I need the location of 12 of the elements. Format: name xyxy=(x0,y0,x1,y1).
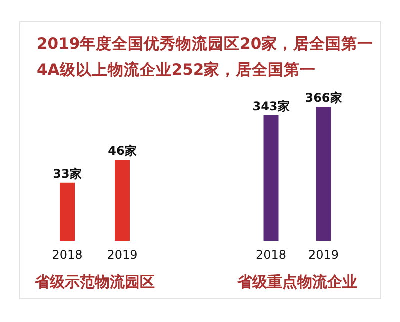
data-label: 343家 xyxy=(252,99,290,114)
data-label: 366家 xyxy=(305,91,342,105)
data-label: 33家 xyxy=(53,166,82,181)
x-tick-label: 2019 xyxy=(107,248,138,262)
x-axis-title: 省级重点物流企业 xyxy=(236,273,358,291)
x-axis-title: 省级示范物流园区 xyxy=(34,273,155,291)
text: 2019年度全国优秀物流园区20家，居全国第一 xyxy=(37,34,374,53)
data-label: 46家 xyxy=(108,144,137,158)
x-tick-label: 2019 xyxy=(308,248,340,262)
x-tick-label: 2018 xyxy=(256,248,287,262)
chart-subtitle: 4A级以上物流企业252家，居全国第一 xyxy=(37,60,316,79)
x-tick-label: 2018 xyxy=(52,248,83,262)
